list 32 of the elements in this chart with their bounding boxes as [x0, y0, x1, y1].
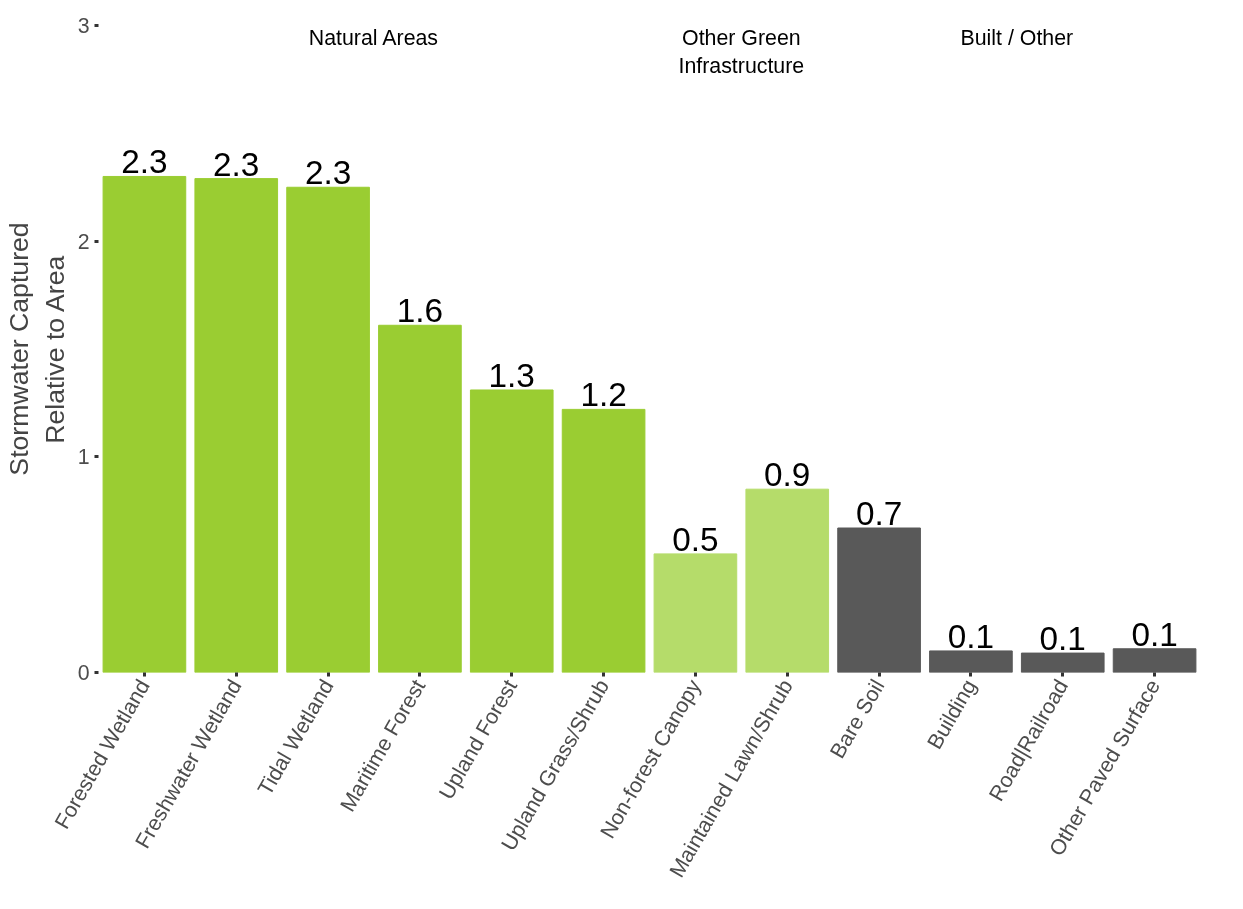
bar: [561, 408, 646, 673]
bar: [653, 553, 738, 673]
annotation: Built / Other: [960, 25, 1074, 50]
annotation: Natural Areas: [308, 25, 439, 50]
data-label: 1.2: [580, 376, 627, 414]
bar: [1112, 648, 1197, 673]
y-axis-title: Stormwater Captured Relative to Area: [3, 222, 70, 476]
bar: [286, 186, 370, 673]
data-label: 2.3: [213, 145, 260, 183]
bar: [837, 527, 921, 673]
bar: [102, 175, 187, 673]
annotation: Other Green Infrastructure: [678, 25, 805, 79]
data-label: 2.3: [304, 154, 352, 192]
data-label: 2.3: [121, 143, 168, 181]
data-label: 0.1: [947, 617, 995, 655]
data-label: 0.1: [1039, 620, 1086, 658]
bar: [194, 178, 279, 673]
bar: [469, 389, 554, 673]
data-label: 1.6: [396, 292, 444, 330]
bar: [378, 324, 462, 673]
bar: [929, 650, 1013, 673]
y-tick-label: 0: [77, 661, 90, 685]
data-label: 0.9: [764, 456, 811, 494]
y-tick-label: 2: [77, 229, 90, 254]
bar: [1020, 652, 1105, 673]
y-tick-label: 1: [77, 445, 90, 470]
data-label: 1.3: [488, 356, 535, 394]
data-label: 0.5: [672, 520, 719, 558]
data-label: 0.7: [855, 495, 903, 532]
data-label: 0.1: [1131, 615, 1178, 653]
y-tick-label: 3: [77, 14, 90, 38]
bar: [745, 488, 830, 673]
